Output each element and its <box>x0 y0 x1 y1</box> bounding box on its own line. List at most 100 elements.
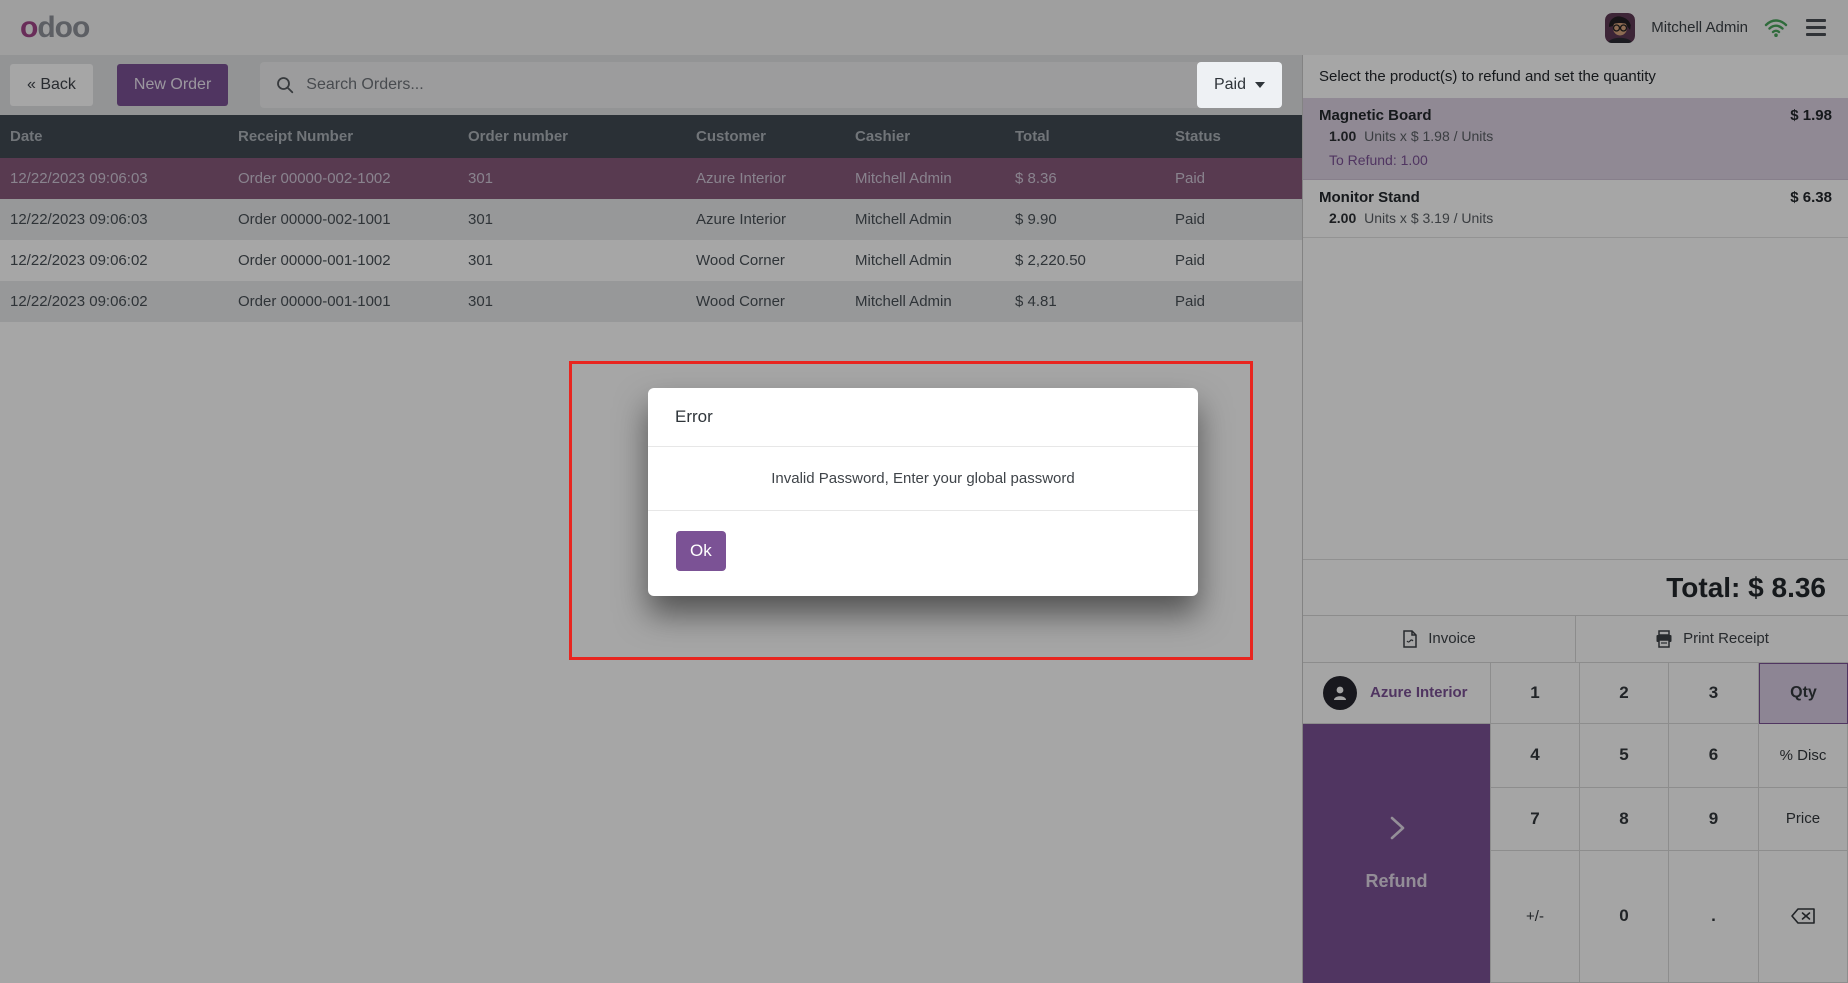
annotation-rectangle <box>569 361 1253 660</box>
numpad-key-4[interactable]: 4 <box>1491 723 1580 788</box>
numpad-mode-qty[interactable]: Qty <box>1759 662 1848 724</box>
order-actions: Invoice Print Receipt <box>1303 614 1848 662</box>
product-price: $ 6.38 <box>1790 189 1832 206</box>
numpad-key-2[interactable]: 2 <box>1580 662 1669 724</box>
back-button[interactable]: « Back <box>10 64 93 106</box>
cell-cashier: Mitchell Admin <box>855 211 952 228</box>
refund-button[interactable]: Refund <box>1303 723 1491 983</box>
cell-status: Paid <box>1175 211 1206 228</box>
numpad-key-5[interactable]: 5 <box>1580 723 1669 788</box>
new-order-button[interactable]: New Order <box>116 64 229 106</box>
product-line-magnetic-board[interactable]: Magnetic Board $ 1.98 1.00 Units x $ 1.9… <box>1303 98 1848 180</box>
table-row[interactable]: 12/22/2023 09:06:03 Order 00000-002-1001… <box>0 199 1302 240</box>
table-row[interactable]: 12/22/2023 09:06:03 Order 00000-002-1002… <box>0 158 1302 199</box>
cell-order-number: 301 <box>468 293 494 310</box>
product-name: Magnetic Board <box>1319 107 1432 124</box>
cell-receipt: Order 00000-001-1001 <box>238 293 391 310</box>
cell-receipt: Order 00000-002-1001 <box>238 211 391 228</box>
to-refund-label: To Refund: 1.00 <box>1329 152 1428 168</box>
product-price: $ 1.98 <box>1790 107 1832 124</box>
column-header-total[interactable]: Total <box>1015 128 1050 145</box>
invoice-button[interactable]: Invoice <box>1303 615 1575 662</box>
search-input[interactable] <box>306 76 1011 94</box>
product-qty: 2.00 <box>1329 210 1357 226</box>
cell-order-number: 301 <box>468 170 494 187</box>
menu-icon[interactable] <box>1804 15 1828 40</box>
numpad-key-0[interactable]: 0 <box>1580 850 1669 983</box>
product-line-monitor-stand[interactable]: Monitor Stand $ 6.38 2.00 Units x $ 3.19… <box>1303 180 1848 238</box>
customer-name: Azure Interior <box>1370 684 1468 701</box>
cell-date: 12/22/2023 09:06:02 <box>10 252 148 269</box>
product-name: Monitor Stand <box>1319 189 1420 206</box>
cell-order-number: 301 <box>468 211 494 228</box>
numpad-mode-discount[interactable]: % Disc <box>1759 723 1848 788</box>
column-header-status[interactable]: Status <box>1175 128 1221 145</box>
cell-total: $ 9.90 <box>1015 211 1057 228</box>
column-header-date[interactable]: Date <box>10 128 43 145</box>
table-row[interactable]: 12/22/2023 09:06:02 Order 00000-001-1001… <box>0 281 1302 322</box>
customer-button[interactable]: Azure Interior <box>1303 662 1491 724</box>
cell-total: $ 2,220.50 <box>1015 252 1086 269</box>
orders-controls: « Back New Order Paid <box>0 55 1302 115</box>
cell-cashier: Mitchell Admin <box>855 252 952 269</box>
numpad-key-1[interactable]: 1 <box>1491 662 1580 724</box>
refund-panel: Select the product(s) to refund and set … <box>1302 55 1848 983</box>
caret-down-icon <box>1255 82 1265 88</box>
backspace-icon <box>1790 907 1816 925</box>
search-icon <box>276 76 294 94</box>
cell-status: Paid <box>1175 170 1206 187</box>
table-row[interactable]: 12/22/2023 09:06:02 Order 00000-001-1002… <box>0 240 1302 281</box>
user-area: Mitchell Admin <box>1605 12 1828 43</box>
wifi-icon[interactable] <box>1764 18 1788 38</box>
dialog-title: Error <box>648 388 1198 447</box>
refund-button-label: Refund <box>1365 870 1428 891</box>
orders-table-header: Date Receipt Number Order number Custome… <box>0 115 1302 158</box>
cell-customer: Azure Interior <box>696 170 787 187</box>
customer-avatar-icon <box>1323 675 1357 710</box>
cell-date: 12/22/2023 09:06:03 <box>10 211 148 228</box>
cell-total: $ 8.36 <box>1015 170 1057 187</box>
ok-button[interactable]: Ok <box>676 531 726 571</box>
cell-status: Paid <box>1175 293 1206 310</box>
cell-order-number: 301 <box>468 252 494 269</box>
print-receipt-label: Print Receipt <box>1683 630 1769 647</box>
numpad-mode-price[interactable]: Price <box>1759 787 1848 851</box>
numpad-key-9[interactable]: 9 <box>1669 787 1759 851</box>
order-total: Total: $ 8.36 <box>1303 558 1848 615</box>
error-dialog: Error Invalid Password, Enter your globa… <box>648 388 1198 596</box>
product-unit-text: Units x $ 3.19 / Units <box>1364 210 1494 226</box>
numpad-key-3[interactable]: 3 <box>1669 662 1759 724</box>
column-header-customer[interactable]: Customer <box>696 128 767 145</box>
dialog-message: Invalid Password, Enter your global pass… <box>648 447 1198 511</box>
column-header-order-number[interactable]: Order number <box>468 128 569 145</box>
column-header-receipt[interactable]: Receipt Number <box>238 128 354 145</box>
product-unit-text: Units x $ 1.98 / Units <box>1364 128 1494 144</box>
cell-cashier: Mitchell Admin <box>855 170 952 187</box>
refund-instruction: Select the product(s) to refund and set … <box>1319 68 1656 85</box>
print-receipt-button[interactable]: Print Receipt <box>1575 615 1848 662</box>
cell-receipt: Order 00000-002-1002 <box>238 170 391 187</box>
product-qty: 1.00 <box>1329 128 1357 144</box>
cell-total: $ 4.81 <box>1015 293 1057 310</box>
numpad-key-6[interactable]: 6 <box>1669 723 1759 788</box>
avatar[interactable] <box>1605 12 1636 43</box>
status-filter-button[interactable]: Paid <box>1196 62 1282 108</box>
cell-cashier: Mitchell Admin <box>855 293 952 310</box>
numpad-key-plus-minus[interactable]: +/- <box>1491 850 1580 983</box>
numpad-key-7[interactable]: 7 <box>1491 787 1580 851</box>
printer-icon <box>1655 629 1673 648</box>
invoice-file-icon <box>1402 629 1418 648</box>
numpad-key-decimal[interactable]: . <box>1669 850 1759 983</box>
status-filter-label: Paid <box>1213 76 1246 93</box>
cell-customer: Wood Corner <box>696 293 785 310</box>
numpad: Azure Interior 1 2 3 Qty Refund 4 5 6 % … <box>1303 661 1848 983</box>
column-header-cashier[interactable]: Cashier <box>855 128 911 145</box>
user-name: Mitchell Admin <box>1651 19 1748 36</box>
chevron-right-icon <box>1386 815 1408 841</box>
numpad-key-8[interactable]: 8 <box>1580 787 1669 851</box>
topbar: odoo Mitchell Admin <box>0 0 1848 55</box>
invoice-label: Invoice <box>1428 630 1476 647</box>
cell-customer: Wood Corner <box>696 252 785 269</box>
search-bar: Paid <box>260 62 1282 108</box>
